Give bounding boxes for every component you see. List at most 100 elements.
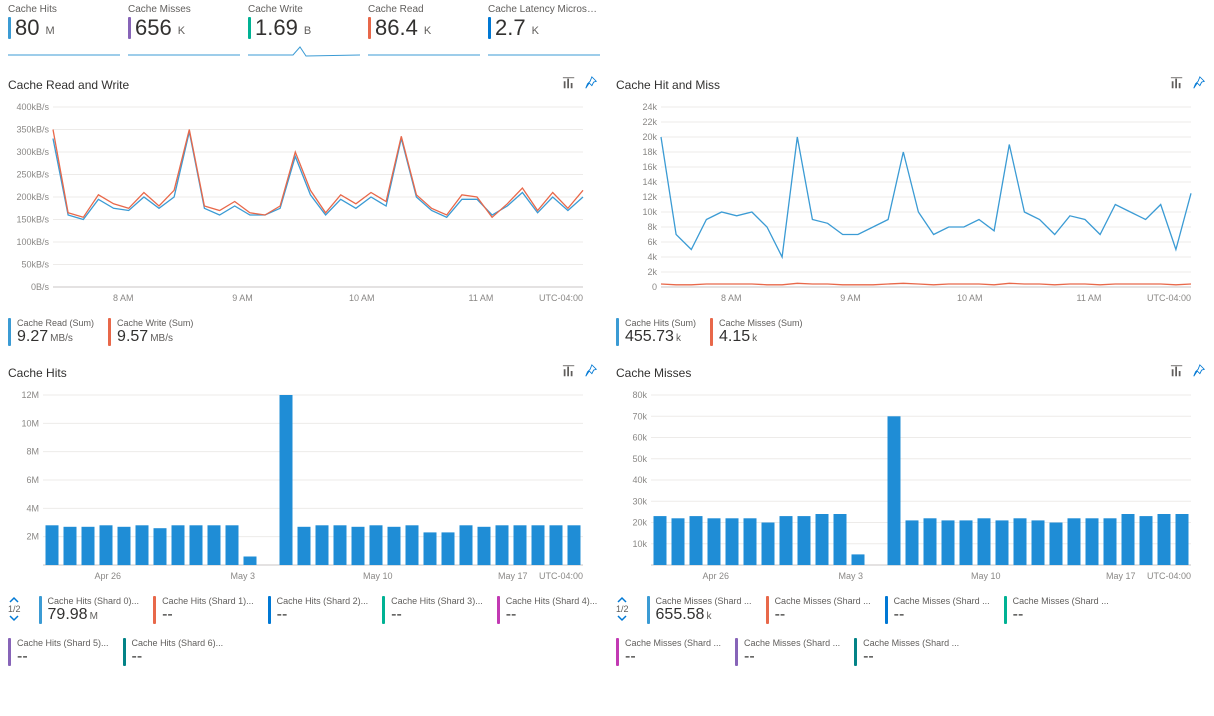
legend-value: 4.15	[719, 328, 750, 345]
legend-item[interactable]: Cache Hits (Shard 0)...79.98M	[39, 596, 140, 624]
legend-label: Cache Misses (Shard ...	[656, 596, 752, 606]
svg-text:Apr 26: Apr 26	[703, 571, 730, 581]
legend-value: 655.58	[656, 606, 705, 623]
kpi-title: Cache Misses	[128, 4, 240, 15]
legend-item[interactable]: Cache Misses (Shard ...655.58k	[647, 596, 752, 624]
svg-text:2M: 2M	[26, 532, 39, 542]
svg-text:8 AM: 8 AM	[113, 293, 134, 303]
svg-text:400kB/s: 400kB/s	[16, 102, 49, 112]
panel-cache-hits: Cache Hits 2M4M6M8M10M12MApr 26May 3May …	[8, 364, 598, 666]
legend-label: Cache Hits (Shard 2)...	[277, 596, 369, 606]
legend-item[interactable]: Cache Hits (Shard 3)...--	[382, 596, 483, 624]
svg-text:100kB/s: 100kB/s	[16, 237, 49, 247]
panel-title: Cache Misses	[616, 366, 691, 380]
kpi-tile[interactable]: Cache Read86.4K	[368, 4, 480, 64]
panel-actions	[1170, 364, 1206, 381]
svg-text:300kB/s: 300kB/s	[16, 147, 49, 157]
chevron-down-icon[interactable]	[617, 614, 627, 622]
pin-icon[interactable]	[584, 364, 598, 381]
legend-item[interactable]: Cache Hits (Shard 6)...--	[123, 638, 224, 666]
chart-settings-icon[interactable]	[1170, 364, 1184, 381]
legend-value: --	[391, 606, 402, 623]
panel-cache-misses: Cache Misses 10k20k30k40k50k60k70k80kApr…	[616, 364, 1206, 666]
chevron-up-icon[interactable]	[9, 596, 19, 604]
bar-chart-hits[interactable]: 2M4M6M8M10M12MApr 26May 3May 10May 17UTC…	[8, 387, 598, 587]
kpi-tile[interactable]: Cache Latency Microsecor2.7K	[488, 4, 600, 64]
pin-icon[interactable]	[584, 76, 598, 93]
legend-rw: Cache Read (Sum)9.27MB/s Cache Write (Sum…	[8, 318, 598, 346]
kpi-row: Cache Hits80MCache Misses656KCache Write…	[0, 0, 1214, 76]
kpi-accent	[488, 17, 491, 39]
svg-text:May 17: May 17	[1106, 571, 1136, 581]
svg-text:50k: 50k	[632, 454, 647, 464]
chart-settings-icon[interactable]	[1170, 76, 1184, 93]
legend-item[interactable]: Cache Misses (Shard ...--	[735, 638, 840, 666]
kpi-sparkline	[128, 43, 240, 61]
chevron-up-icon[interactable]	[617, 596, 627, 604]
kpi-tile[interactable]: Cache Write1.69B	[248, 4, 360, 64]
svg-text:150kB/s: 150kB/s	[16, 215, 49, 225]
pin-icon[interactable]	[1192, 76, 1206, 93]
legend-value: --	[894, 606, 905, 623]
legend-item[interactable]: Cache Read (Sum)9.27MB/s	[8, 318, 94, 346]
legend-item[interactable]: Cache Misses (Shard ...--	[766, 596, 871, 624]
chevron-down-icon[interactable]	[9, 614, 19, 622]
legend-item[interactable]: Cache Misses (Shard ...--	[854, 638, 959, 666]
svg-text:40k: 40k	[632, 475, 647, 485]
legend-item[interactable]: Cache Hits (Shard 2)...--	[268, 596, 369, 624]
svg-text:May 10: May 10	[363, 571, 393, 581]
legend-unit: k	[752, 333, 757, 344]
kpi-value: 656	[135, 17, 172, 39]
legend-item[interactable]: Cache Hits (Sum)455.73k	[616, 318, 696, 346]
legend-item[interactable]: Cache Misses (Shard ...--	[885, 596, 990, 624]
line-chart-rw[interactable]: 0B/s50kB/s100kB/s150kB/s200kB/s250kB/s30…	[8, 99, 598, 309]
svg-text:14k: 14k	[642, 177, 657, 187]
chart-settings-icon[interactable]	[562, 364, 576, 381]
kpi-title: Cache Hits	[8, 4, 120, 15]
svg-text:May 3: May 3	[839, 571, 864, 581]
kpi-value: 2.7	[495, 17, 526, 39]
kpi-value: 80	[15, 17, 39, 39]
legend-pager[interactable]: 1/2	[616, 596, 629, 622]
kpi-tile[interactable]: Cache Hits80M	[8, 4, 120, 64]
line-chart-hm[interactable]: 02k4k6k8k10k12k14k16k18k20k22k24k8 AM9 A…	[616, 99, 1206, 309]
kpi-title: Cache Read	[368, 4, 480, 15]
kpi-sparkline	[8, 43, 120, 61]
svg-text:8M: 8M	[26, 447, 39, 457]
svg-text:20k: 20k	[642, 132, 657, 142]
kpi-unit: B	[304, 25, 311, 37]
legend-item[interactable]: Cache Write (Sum)9.57MB/s	[108, 318, 193, 346]
svg-text:24k: 24k	[642, 102, 657, 112]
pin-icon[interactable]	[1192, 364, 1206, 381]
svg-text:350kB/s: 350kB/s	[16, 125, 49, 135]
kpi-tile[interactable]: Cache Misses656K	[128, 4, 240, 64]
kpi-sparkline	[248, 43, 360, 61]
legend-unit: MB/s	[50, 333, 73, 344]
panel-actions	[562, 364, 598, 381]
legend-item[interactable]: Cache Misses (Shard ...--	[616, 638, 721, 666]
svg-text:11 AM: 11 AM	[469, 293, 494, 303]
panel-title: Cache Hit and Miss	[616, 78, 720, 92]
bar-chart-misses[interactable]: 10k20k30k40k50k60k70k80kApr 26May 3May 1…	[616, 387, 1206, 587]
legend-pager[interactable]: 1/2	[8, 596, 21, 622]
legend-item[interactable]: Cache Hits (Shard 4)...--	[497, 596, 598, 624]
legend-label: Cache Hits (Shard 1)...	[162, 596, 254, 606]
legend-label: Cache Read (Sum)	[17, 318, 94, 328]
legend-unit: k	[676, 333, 681, 344]
legend-label: Cache Misses (Shard ...	[625, 638, 721, 648]
legend-label: Cache Hits (Shard 5)...	[17, 638, 109, 648]
svg-text:10 AM: 10 AM	[957, 293, 983, 303]
kpi-accent	[8, 17, 11, 39]
legend-item[interactable]: Cache Misses (Sum)4.15k	[710, 318, 803, 346]
legend-item[interactable]: Cache Hits (Shard 1)...--	[153, 596, 254, 624]
page-indicator: 1/2	[8, 604, 21, 614]
panel-actions	[1170, 76, 1206, 93]
legend-item[interactable]: Cache Hits (Shard 5)...--	[8, 638, 109, 666]
svg-text:10k: 10k	[632, 539, 647, 549]
kpi-sparkline	[368, 43, 480, 61]
svg-text:80k: 80k	[632, 390, 647, 400]
legend-item[interactable]: Cache Misses (Shard ...--	[1004, 596, 1109, 624]
chart-settings-icon[interactable]	[562, 76, 576, 93]
svg-text:4k: 4k	[647, 252, 657, 262]
legend-label: Cache Hits (Shard 6)...	[132, 638, 224, 648]
